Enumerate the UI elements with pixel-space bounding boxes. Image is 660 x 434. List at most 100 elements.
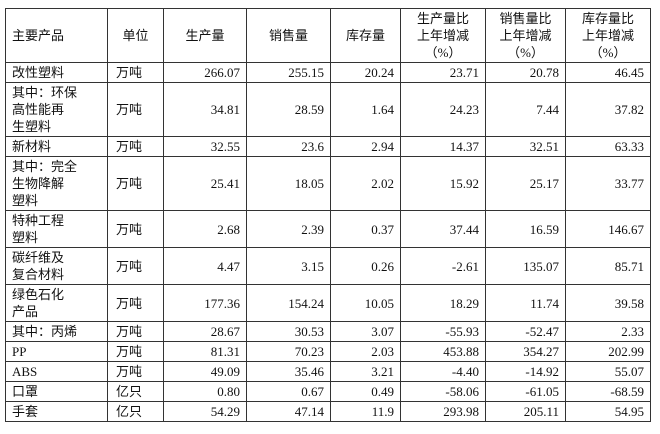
value-cell: 205.11	[485, 401, 566, 422]
value-cell: 16.59	[485, 210, 566, 248]
cell-line: 复合材料	[12, 267, 65, 282]
product-name: 特种工程 塑料	[5, 210, 108, 248]
value-cell: 28.59	[246, 82, 331, 137]
cell-line: 塑料	[12, 230, 39, 245]
value-cell: -2.61	[400, 247, 486, 285]
value-cell: 135.07	[485, 247, 566, 285]
cell-line: （%）	[589, 45, 627, 60]
value-cell: 33.77	[565, 156, 651, 211]
value-cell: 37.44	[400, 210, 486, 248]
value-cell: 11.9	[330, 401, 401, 422]
value-cell: 11.74	[485, 284, 566, 322]
value-cell: 49.09	[163, 361, 247, 382]
value-cell: 0.26	[330, 247, 401, 285]
table-row: 其中：完全 生物降解 塑料 万吨 25.41 18.05 2.02 15.92 25.17 33.…	[5, 156, 651, 211]
header-cell: 销售量比 上年增减 （%）	[485, 8, 566, 63]
value-cell: 293.98	[400, 401, 486, 422]
table-row: 其中：丙烯 万吨 28.67 30.53 3.07 -55.93 -52.47 2.33	[5, 321, 651, 342]
value-cell: 255.15	[246, 62, 331, 83]
value-cell: 23.6	[246, 136, 331, 157]
product-name: 碳纤维及 复合材料	[5, 247, 108, 285]
product-name: 其中：环保 高性能再 生塑料	[5, 82, 108, 137]
table-row: 新材料 万吨 32.55 23.6 2.94 14.37 32.51 63.33	[5, 136, 651, 157]
product-name: 其中：完全 生物降解 塑料	[5, 156, 108, 211]
value-cell: 354.27	[485, 341, 566, 362]
unit: 万吨	[107, 284, 164, 322]
cell-line: 手套	[12, 404, 39, 419]
value-cell: 2.03	[330, 341, 401, 362]
cell-line: 销售量	[268, 28, 308, 43]
cell-line: 上年增减	[416, 28, 469, 43]
cell-line: 口罩	[12, 384, 39, 399]
value-cell: 7.44	[485, 82, 566, 137]
cell-line: 生物降解	[12, 176, 65, 191]
value-cell: 54.29	[163, 401, 247, 422]
value-cell: 32.51	[485, 136, 566, 157]
cell-line: 主要产品	[12, 28, 65, 43]
value-cell: 20.78	[485, 62, 566, 83]
value-cell: 24.23	[400, 82, 486, 137]
cell-line: 其中：环保	[12, 85, 78, 100]
cell-line: 库存量比	[581, 11, 634, 26]
unit: 万吨	[107, 136, 164, 157]
value-cell: 453.88	[400, 341, 486, 362]
value-cell: 2.02	[330, 156, 401, 211]
product-name: 绿色石化 产品	[5, 284, 108, 322]
value-cell: 85.71	[565, 247, 651, 285]
value-cell: 55.07	[565, 361, 651, 382]
value-cell: 23.71	[400, 62, 486, 83]
value-cell: -68.59	[565, 381, 651, 402]
header-cell: 主要产品	[5, 8, 108, 63]
value-cell: 10.05	[330, 284, 401, 322]
cell-line: 生产量	[185, 28, 225, 43]
value-cell: 20.24	[330, 62, 401, 83]
value-cell: -4.40	[400, 361, 486, 382]
value-cell: 0.67	[246, 381, 331, 402]
value-cell: 2.33	[565, 321, 651, 342]
cell-line: ABS	[12, 364, 38, 379]
cell-line: 特种工程	[12, 213, 65, 228]
table-row: 手套 亿只 54.29 47.14 11.9 293.98 205.11 54.95	[5, 401, 651, 422]
table-row: 改性塑料 万吨 266.07 255.15 20.24 23.71 20.78 46.45	[5, 62, 651, 83]
value-cell: 39.58	[565, 284, 651, 322]
value-cell: 1.64	[330, 82, 401, 137]
unit: 万吨	[107, 247, 164, 285]
product-name: 口罩	[5, 381, 108, 402]
cell-line: 单位	[122, 28, 149, 43]
cell-line: （%）	[424, 45, 462, 60]
table-row: 特种工程 塑料 万吨 2.68 2.39 0.37 37.44 16.59 146.67	[5, 210, 651, 248]
table-row: PP 万吨 81.31 70.23 2.03 453.88 354.27 202.99	[5, 341, 651, 362]
unit: 万吨	[107, 361, 164, 382]
header-cell: 库存量比 上年增减 （%）	[565, 8, 651, 63]
table-body: 改性塑料 万吨 266.07 255.15 20.24 23.71 20.78 46.45 其中…	[5, 62, 651, 422]
cell-line: 生塑料	[12, 119, 52, 134]
header-cell: 生产量	[163, 8, 247, 63]
header-cell: 单位	[107, 8, 164, 63]
cell-line: 库存量	[345, 28, 385, 43]
value-cell: 2.68	[163, 210, 247, 248]
value-cell: 3.07	[330, 321, 401, 342]
value-cell: 154.24	[246, 284, 331, 322]
product-name: ABS	[5, 361, 108, 382]
cell-line: 生产量比	[416, 11, 469, 26]
value-cell: 63.33	[565, 136, 651, 157]
value-cell: -58.06	[400, 381, 486, 402]
value-cell: 266.07	[163, 62, 247, 83]
unit: 万吨	[107, 210, 164, 248]
cell-line: 塑料	[12, 193, 39, 208]
value-cell: 47.14	[246, 401, 331, 422]
value-cell: 202.99	[565, 341, 651, 362]
unit: 万吨	[107, 156, 164, 211]
cell-line: PP	[12, 344, 27, 359]
value-cell: 3.15	[246, 247, 331, 285]
value-cell: 54.95	[565, 401, 651, 422]
product-name: 新材料	[5, 136, 108, 157]
value-cell: 32.55	[163, 136, 247, 157]
value-cell: 18.29	[400, 284, 486, 322]
header-row: 主要产品 单位 生产量 销售量 库存量 生产量比 上年增减 （%） 销售量比 上年增减 （%） 库存量…	[5, 8, 651, 63]
value-cell: 46.45	[565, 62, 651, 83]
table-row: 其中：环保 高性能再 生塑料 万吨 34.81 28.59 1.64 24.23 7.44 37.…	[5, 82, 651, 137]
value-cell: 2.94	[330, 136, 401, 157]
table-row: 绿色石化 产品 万吨 177.36 154.24 10.05 18.29 11.74 39.58	[5, 284, 651, 322]
